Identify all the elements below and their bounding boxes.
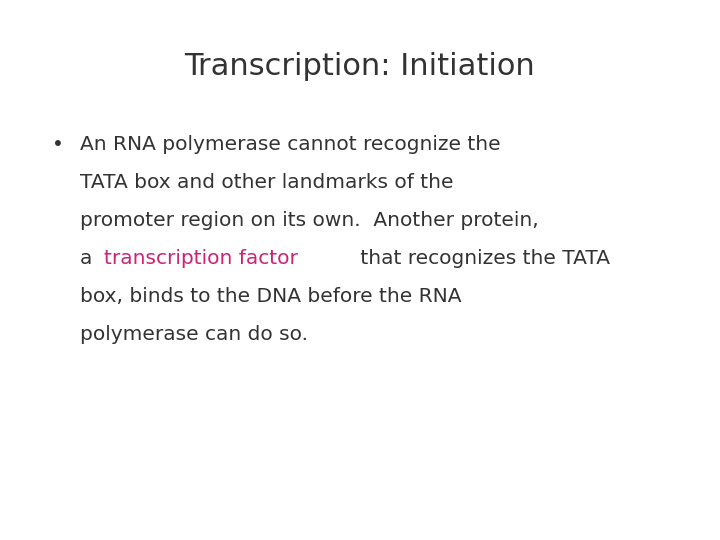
Text: Transcription: Initiation: Transcription: Initiation — [184, 52, 536, 81]
Text: that recognizes the TATA: that recognizes the TATA — [354, 249, 611, 268]
Text: TATA box and other landmarks of the: TATA box and other landmarks of the — [80, 173, 454, 192]
Text: transcription factor: transcription factor — [104, 249, 298, 268]
Text: a: a — [80, 249, 99, 268]
Text: box, binds to the DNA before the RNA: box, binds to the DNA before the RNA — [80, 287, 462, 306]
Text: An RNA polymerase cannot recognize the: An RNA polymerase cannot recognize the — [80, 135, 500, 154]
Text: promoter region on its own.  Another protein,: promoter region on its own. Another prot… — [80, 211, 539, 230]
Text: polymerase can do so.: polymerase can do so. — [80, 325, 308, 344]
Text: •: • — [52, 135, 64, 154]
